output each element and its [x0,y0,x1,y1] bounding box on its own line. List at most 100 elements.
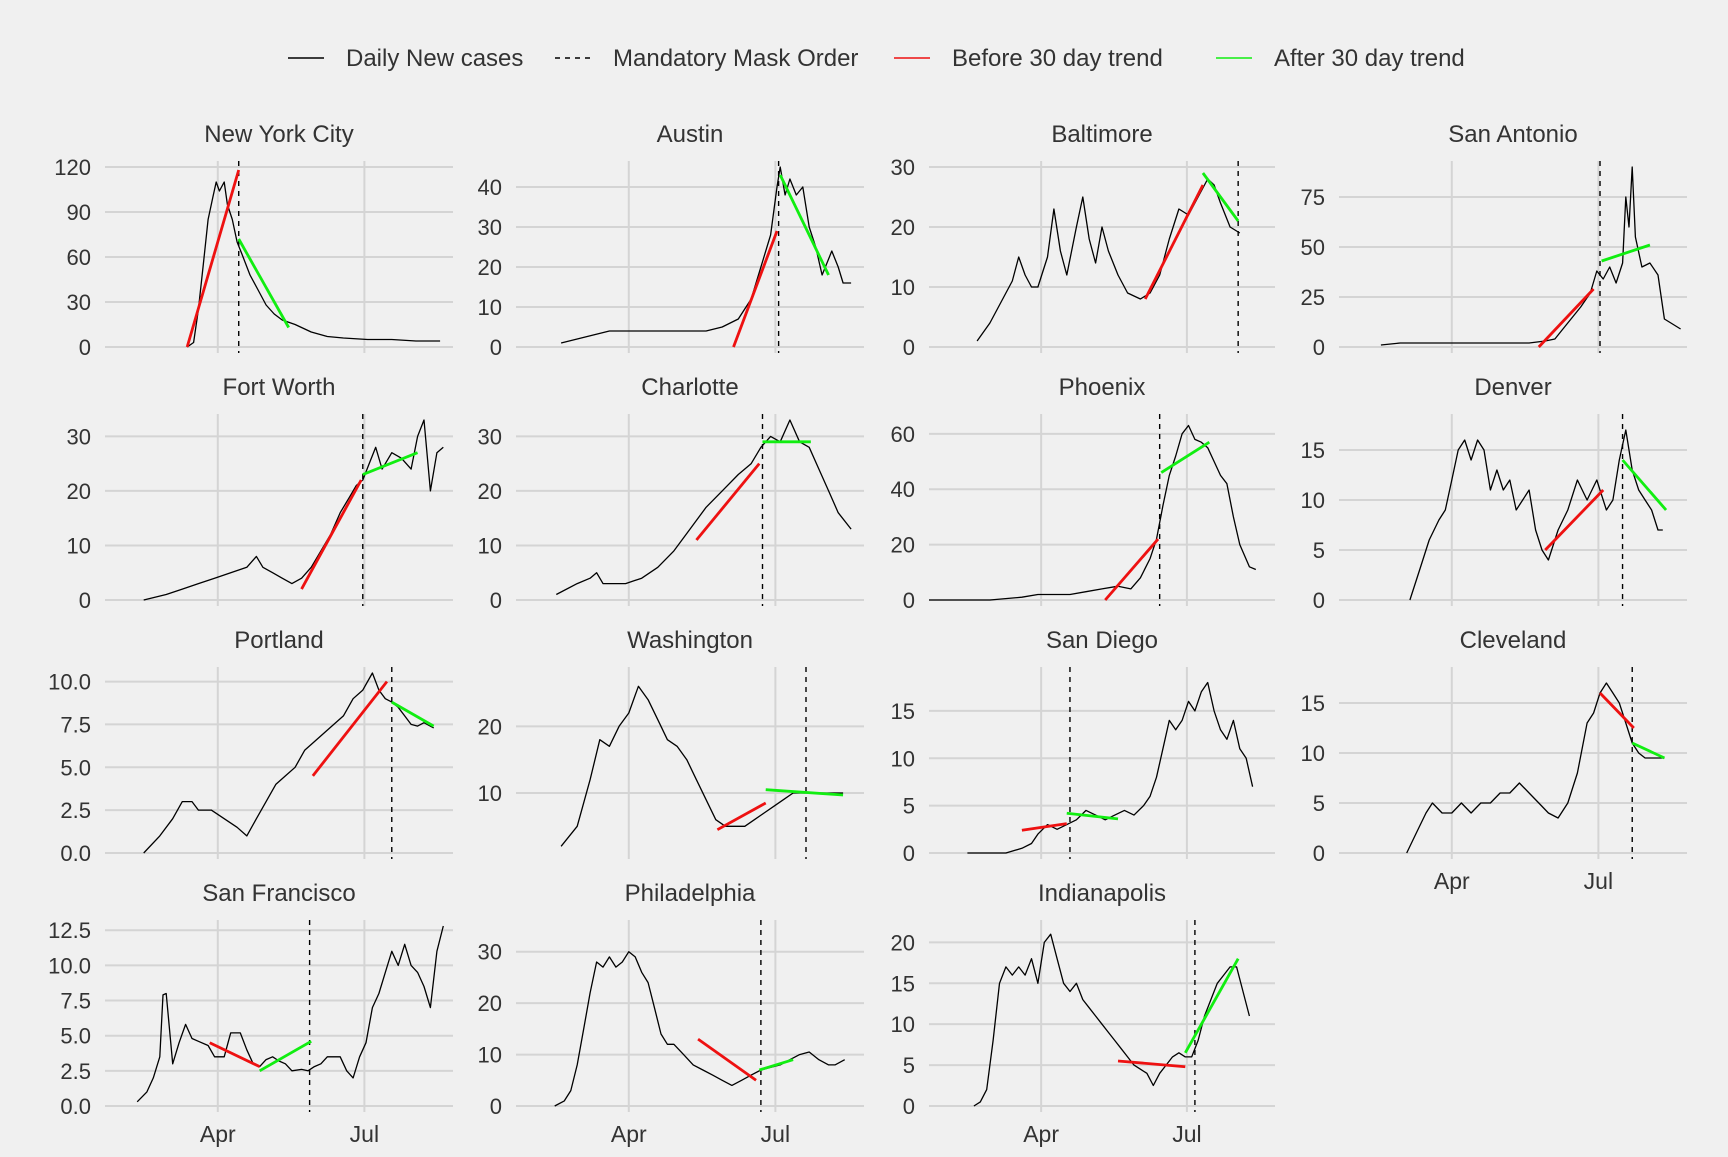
panel-title: Fort Worth [223,374,336,401]
y-tick-label: 0 [490,588,502,613]
panel-title: Austin [657,121,724,148]
after-trend-line [1201,172,1240,222]
daily-cases-line [186,181,441,348]
before-trend-line [716,801,767,831]
y-tick-label: 0 [903,1094,915,1119]
y-tick-label: 20 [891,533,915,558]
y-tick-label: 20 [891,215,915,240]
panel-title: San Antonio [1448,121,1577,148]
before-trend-line [185,169,241,348]
facet-panels: New York City 0 30 60 90 120 Austin 0 10 20 30 40 Ba… [48,121,1687,1147]
y-tick-label: 30 [67,290,91,315]
panel-title: Charlotte [641,374,738,401]
panel-title: Portland [234,627,323,654]
daily-cases-line [1409,429,1663,601]
panel-phoenix: Phoenix 0 20 40 60 [891,374,1275,613]
after-trend-line [758,1058,794,1072]
y-tick-label: 30 [478,424,502,449]
daily-cases-line [143,672,435,854]
before-trend-line [311,680,389,777]
panel-san-antonio: San Antonio 0 25 50 75 [1301,121,1687,360]
y-tick-label: 75 [1301,185,1325,210]
before-trend-line [1117,1059,1186,1069]
y-tick-label: 30 [891,155,915,180]
y-tick-label: 0 [1313,841,1325,866]
legend-label-3: Before 30 day trend [952,45,1163,72]
legend-label-4: After 30 day trend [1274,45,1465,72]
daily-cases-line [976,178,1241,342]
y-tick-label: 7.5 [60,712,91,737]
y-tick-label: 0 [903,335,915,360]
y-tick-label: 10 [478,533,502,558]
y-tick-label: 20 [478,991,502,1016]
y-tick-label: 0.0 [60,841,91,866]
before-trend-line [1544,489,1605,551]
y-tick-label: 15 [1301,691,1325,716]
panel-baltimore: Baltimore 0 10 20 30 [891,121,1275,360]
y-tick-label: 0 [490,1094,502,1119]
panel-title: Denver [1474,374,1551,401]
y-tick-label: 5 [903,794,915,819]
legend: Daily New cases Mandatory Mask Order Befor… [288,45,1465,72]
panel-title: Indianapolis [1038,880,1166,907]
legend-label-1: Daily New cases [346,45,523,72]
x-tick-label: Apr [1434,868,1470,894]
y-tick-label: 5 [903,1053,915,1078]
y-tick-label: 10 [478,1043,502,1068]
y-tick-label: 20 [891,930,915,955]
y-tick-label: 5.0 [60,755,91,780]
y-tick-label: 30 [67,424,91,449]
panel-austin: Austin 0 10 20 30 40 [478,121,864,360]
y-tick-label: 10.0 [48,953,91,978]
after-trend-line [391,700,435,728]
panel-philadelphia: Philadelphia 0 10 20 30 Apr Jul [478,880,864,1147]
y-tick-label: 0.0 [60,1094,91,1119]
before-trend-line [209,1041,261,1068]
daily-cases-line [967,681,1254,854]
after-trend-line [765,788,844,797]
y-tick-label: 15 [891,971,915,996]
after-trend-line [1160,440,1211,474]
y-tick-label: 10 [1301,488,1325,513]
before-trend-line [300,479,363,590]
x-tick-label: Jul [1172,1121,1201,1147]
panel-denver: Denver 0 5 10 15 [1301,374,1687,613]
y-tick-label: 50 [1301,235,1325,260]
x-tick-label: Jul [761,1121,790,1147]
panel-title: Philadelphia [625,880,756,907]
daily-cases-line [136,925,444,1103]
x-tick-label: Jul [1584,868,1613,894]
y-tick-label: 60 [891,422,915,447]
daily-cases-line [560,166,852,344]
daily-cases-line [554,951,846,1107]
panel-title: Cleveland [1460,627,1567,654]
daily-cases-line [929,424,1257,601]
y-tick-label: 30 [478,940,502,965]
panel-new-york-city: New York City 0 30 60 90 120 [54,121,453,360]
before-trend-line [695,462,761,541]
y-tick-label: 40 [891,477,915,502]
before-trend-line [697,1038,757,1082]
x-tick-label: Jul [350,1121,379,1147]
y-tick-label: 25 [1301,285,1325,310]
before-trend-line [1104,538,1160,601]
y-tick-label: 5.0 [60,1024,91,1049]
y-tick-label: 10 [67,533,91,558]
y-tick-label: 0 [1313,588,1325,613]
after-trend-line [778,174,830,276]
y-tick-label: 10 [891,1012,915,1037]
before-trend-line [1144,184,1205,300]
after-trend-line [258,1040,312,1073]
panel-title: Phoenix [1059,374,1146,401]
before-trend-line [1537,288,1595,348]
daily-cases-line [1406,682,1665,854]
panel-charlotte: Charlotte 0 10 20 30 [478,374,864,613]
y-tick-label: 20 [67,479,91,504]
y-tick-label: 2.5 [60,798,91,823]
daily-cases-line [560,685,844,847]
after-trend-line [1066,811,1119,821]
daily-cases-line [973,933,1251,1107]
y-tick-label: 10 [1301,741,1325,766]
